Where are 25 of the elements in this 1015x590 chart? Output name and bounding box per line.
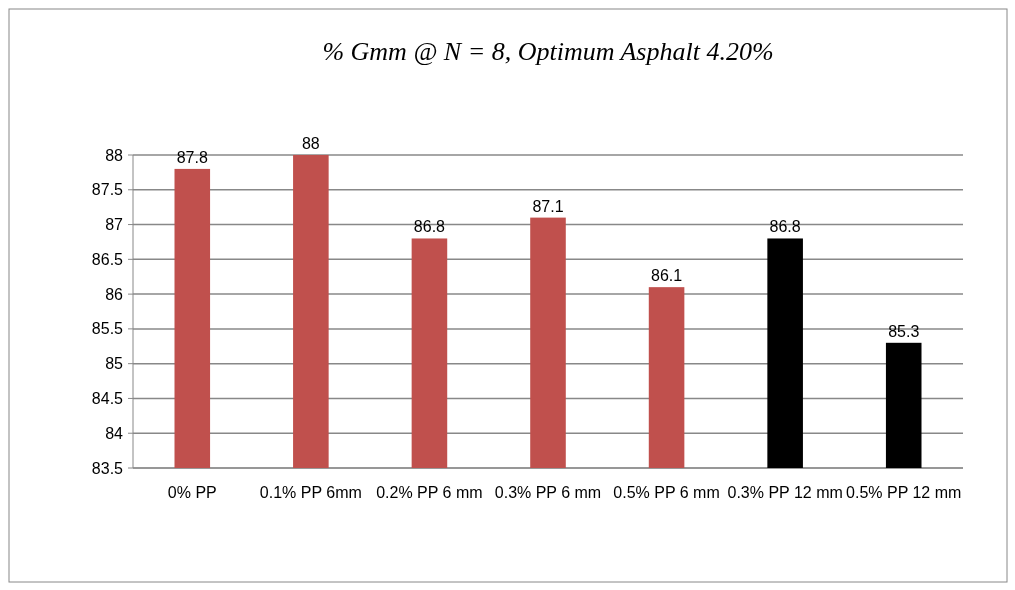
data-label: 86.8 bbox=[413, 218, 446, 236]
chart-title: % Gmm @ N = 8, Optimum Asphalt 4.20% bbox=[322, 37, 774, 66]
y-tick-label: 86.5 bbox=[91, 250, 124, 268]
data-label: 87.1 bbox=[532, 197, 564, 215]
x-tick-label: 0.5% PP 12 mm bbox=[846, 484, 962, 501]
y-tick-label: 83.5 bbox=[91, 459, 124, 477]
x-tick-label: 0% PP bbox=[167, 484, 217, 501]
data-label: 86.8 bbox=[769, 218, 801, 236]
y-tick-label: 85.5 bbox=[91, 320, 124, 338]
data-label: 88 bbox=[301, 135, 320, 152]
x-tick-label: 0.3% PP 12 mm bbox=[727, 484, 843, 501]
data-label: 85.3 bbox=[888, 322, 920, 340]
y-tick-label: 88 bbox=[105, 146, 124, 164]
y-tick-label: 87.5 bbox=[91, 181, 124, 199]
y-tick-label: 84 bbox=[105, 424, 124, 442]
y-tick-label: 84.5 bbox=[91, 390, 124, 408]
data-label: 86.1 bbox=[651, 267, 683, 285]
x-tick-label: 0.1% PP 6mm bbox=[259, 484, 362, 501]
x-tick-label: 0.2% PP 6 mm bbox=[376, 484, 483, 501]
x-tick-label: 0.3% PP 6 mm bbox=[494, 484, 602, 501]
y-tick-label: 86 bbox=[105, 285, 124, 303]
data-label: 87.8 bbox=[176, 148, 208, 166]
x-tick-label: 0.5% PP 6 mm bbox=[613, 484, 720, 501]
y-tick-label: 85 bbox=[105, 355, 124, 373]
y-tick-label: 87 bbox=[105, 216, 124, 234]
